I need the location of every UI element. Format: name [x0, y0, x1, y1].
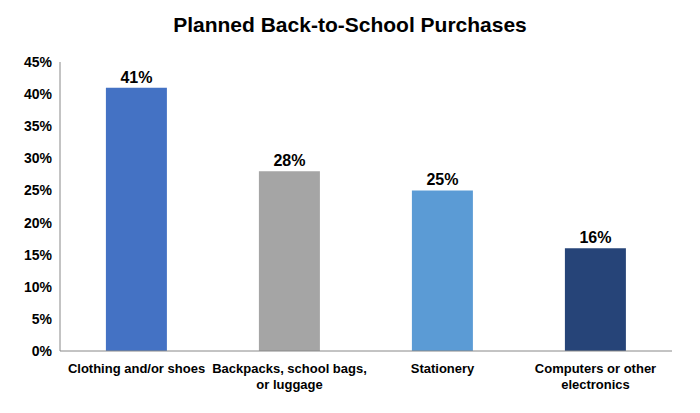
- svg-text:25%: 25%: [24, 182, 53, 198]
- svg-text:0%: 0%: [32, 343, 53, 359]
- svg-text:Backpacks, school bags,or lugg: Backpacks, school bags,or luggage: [212, 361, 367, 392]
- svg-text:41%: 41%: [120, 69, 152, 86]
- svg-text:Computers or otherelectronics: Computers or otherelectronics: [535, 361, 656, 392]
- svg-text:20%: 20%: [24, 215, 53, 231]
- svg-text:40%: 40%: [24, 86, 53, 102]
- svg-text:25%: 25%: [426, 171, 458, 188]
- svg-text:30%: 30%: [24, 150, 53, 166]
- svg-text:15%: 15%: [24, 247, 53, 263]
- html-text:Planned Back-to-School Purchas: Planned Back-to-School Purchases: [173, 13, 527, 36]
- svg-text:45%: 45%: [24, 54, 53, 70]
- svg-text:35%: 35%: [24, 118, 53, 134]
- svg-text:Clothing and/or shoes: Clothing and/or shoes: [68, 361, 205, 376]
- svg-text:5%: 5%: [32, 311, 53, 327]
- svg-text:Stationery: Stationery: [411, 361, 475, 376]
- svg-text:28%: 28%: [273, 152, 305, 169]
- svg-text:16%: 16%: [579, 229, 611, 246]
- svg-text:10%: 10%: [24, 279, 53, 295]
